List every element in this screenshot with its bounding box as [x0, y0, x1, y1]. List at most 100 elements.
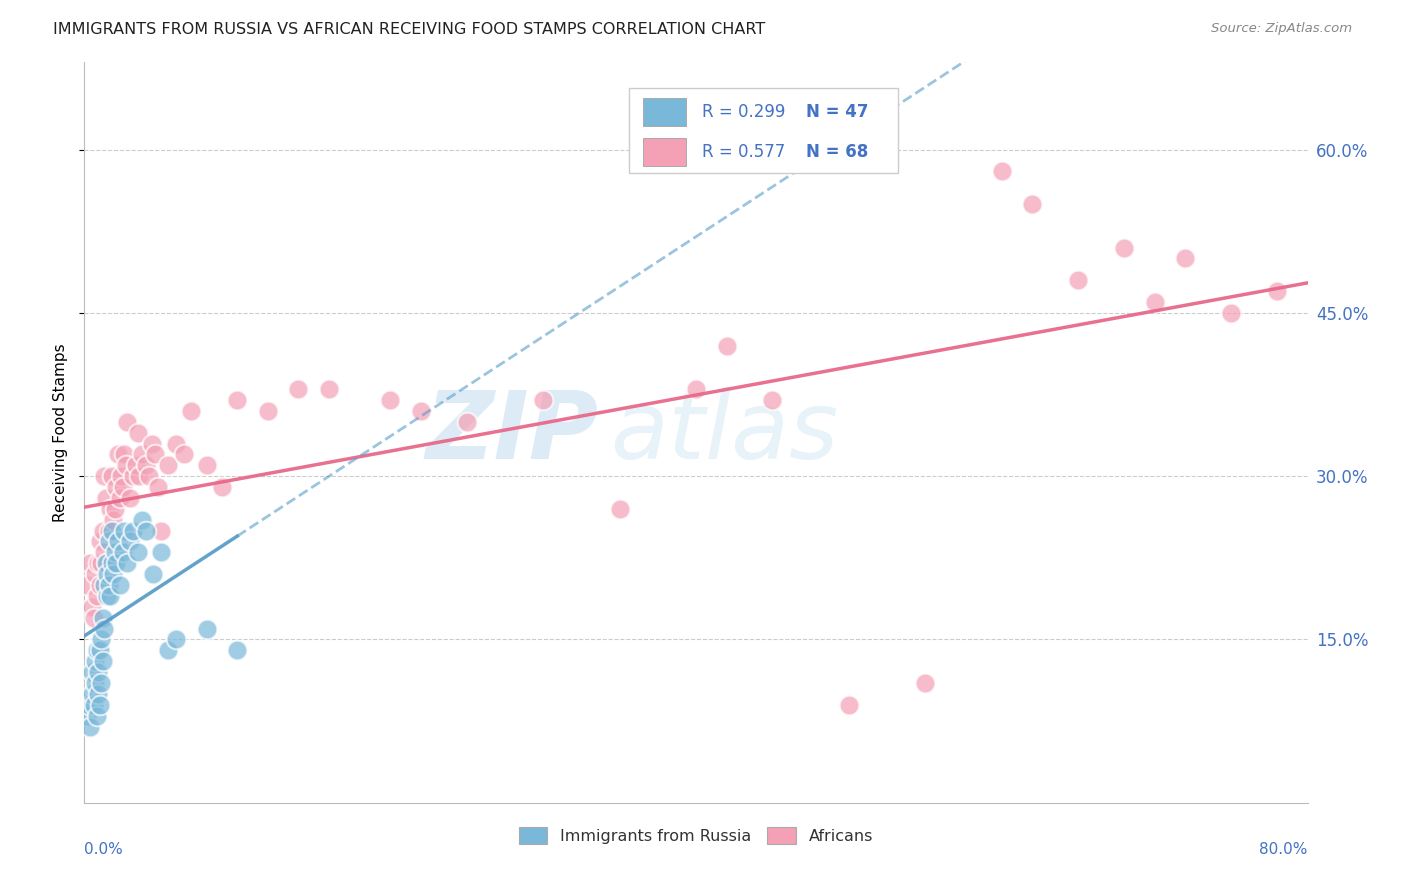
Text: R = 0.577: R = 0.577	[702, 144, 786, 161]
Point	[89, 643, 111, 657]
Point	[104, 501, 127, 516]
Point	[89, 698, 111, 712]
Point	[84, 676, 107, 690]
Point	[80, 687, 103, 701]
Point	[318, 382, 340, 396]
FancyBboxPatch shape	[628, 88, 898, 173]
Text: IMMIGRANTS FROM RUSSIA VS AFRICAN RECEIVING FOOD STAMPS CORRELATION CHART: IMMIGRANTS FROM RUSSIA VS AFRICAN RECEIV…	[53, 22, 766, 37]
Point	[226, 643, 249, 657]
Point	[98, 501, 121, 516]
Point	[103, 513, 125, 527]
Point	[87, 665, 110, 680]
Point	[96, 567, 118, 582]
Point	[1143, 295, 1166, 310]
Point	[1114, 241, 1136, 255]
Point	[97, 534, 120, 549]
Point	[257, 404, 280, 418]
Point	[94, 556, 117, 570]
Point	[456, 415, 478, 429]
Point	[112, 447, 135, 461]
Point	[91, 611, 114, 625]
Point	[97, 578, 120, 592]
FancyBboxPatch shape	[644, 138, 686, 166]
Point	[120, 534, 142, 549]
Point	[165, 632, 187, 647]
Point	[180, 404, 202, 418]
Point	[120, 491, 142, 505]
Point	[149, 545, 172, 559]
Point	[138, 469, 160, 483]
Point	[165, 436, 187, 450]
Point	[531, 392, 554, 407]
Point	[108, 491, 131, 505]
Point	[97, 524, 120, 538]
Point	[991, 164, 1014, 178]
Point	[98, 589, 121, 603]
Point	[79, 556, 101, 570]
Text: R = 0.299: R = 0.299	[702, 103, 786, 120]
Point	[87, 556, 110, 570]
Point	[114, 458, 136, 473]
Point	[380, 392, 402, 407]
Point	[90, 556, 112, 570]
Point	[83, 611, 105, 625]
Point	[122, 524, 145, 538]
Point	[157, 643, 180, 657]
Point	[96, 589, 118, 603]
Point	[107, 534, 129, 549]
Point	[89, 534, 111, 549]
Point	[91, 524, 114, 538]
Text: atlas: atlas	[610, 387, 838, 478]
Point	[84, 654, 107, 668]
Point	[609, 501, 631, 516]
Point	[86, 589, 108, 603]
Point	[1265, 284, 1288, 298]
Point	[103, 567, 125, 582]
Text: ZIP: ZIP	[425, 386, 598, 479]
Point	[135, 458, 157, 473]
Point	[115, 415, 138, 429]
Point	[122, 469, 145, 483]
Point	[173, 447, 195, 461]
Point	[1220, 306, 1243, 320]
Y-axis label: Receiving Food Stamps: Receiving Food Stamps	[53, 343, 69, 522]
Point	[146, 480, 169, 494]
FancyBboxPatch shape	[644, 98, 686, 126]
Point	[80, 665, 103, 680]
Point	[195, 458, 218, 473]
Point	[94, 491, 117, 505]
Point	[84, 567, 107, 582]
Point	[108, 578, 131, 592]
Point	[143, 447, 166, 461]
Point	[90, 632, 112, 647]
Point	[101, 524, 124, 538]
Point	[101, 469, 124, 483]
Point	[761, 392, 783, 407]
Point	[141, 436, 163, 450]
Point	[79, 720, 101, 734]
Point	[838, 698, 860, 712]
Point	[107, 447, 129, 461]
Text: N = 68: N = 68	[806, 144, 869, 161]
Point	[131, 513, 153, 527]
Point	[125, 458, 148, 473]
Point	[1021, 197, 1043, 211]
Point	[83, 698, 105, 712]
Point	[93, 578, 115, 592]
Point	[287, 382, 309, 396]
Text: 0.0%: 0.0%	[84, 842, 124, 856]
Point	[104, 545, 127, 559]
Point	[105, 480, 128, 494]
Point	[131, 447, 153, 461]
Point	[211, 480, 233, 494]
Point	[86, 643, 108, 657]
Point	[110, 469, 132, 483]
Point	[195, 622, 218, 636]
Text: 80.0%: 80.0%	[1260, 842, 1308, 856]
Point	[86, 708, 108, 723]
Text: Source: ZipAtlas.com: Source: ZipAtlas.com	[1212, 22, 1353, 36]
Point	[716, 338, 738, 352]
Point	[76, 578, 98, 592]
Point	[226, 392, 249, 407]
Point	[91, 654, 114, 668]
